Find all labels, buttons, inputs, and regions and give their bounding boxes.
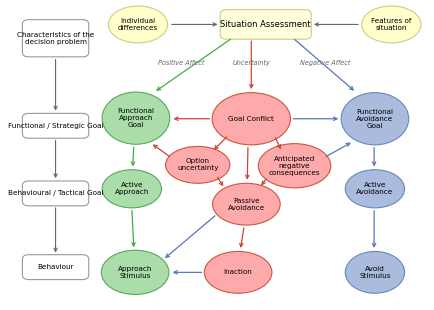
Text: Negative Affect: Negative Affect [300, 60, 351, 66]
Text: Individual
differences: Individual differences [118, 18, 158, 31]
Ellipse shape [102, 92, 170, 144]
Ellipse shape [101, 250, 169, 294]
Ellipse shape [102, 170, 161, 208]
Ellipse shape [204, 251, 272, 293]
Text: Behavioural / Tactical Goal: Behavioural / Tactical Goal [8, 190, 103, 197]
Ellipse shape [213, 183, 280, 225]
Ellipse shape [212, 93, 290, 145]
Text: Positive Affect: Positive Affect [158, 60, 204, 66]
Text: Anticipated
negative
consequences: Anticipated negative consequences [269, 156, 320, 176]
Ellipse shape [341, 93, 409, 145]
Ellipse shape [345, 251, 404, 293]
Text: Uncertainty: Uncertainty [232, 60, 270, 66]
Text: Behaviour: Behaviour [37, 264, 74, 270]
Ellipse shape [166, 146, 230, 183]
Text: Passive
Avoidance: Passive Avoidance [228, 198, 265, 211]
Text: Option
uncertainty: Option uncertainty [177, 158, 218, 171]
FancyBboxPatch shape [23, 181, 89, 206]
Text: Functional / Strategic Goal: Functional / Strategic Goal [8, 123, 103, 129]
Text: Approach
Stimulus: Approach Stimulus [118, 266, 152, 279]
Text: Functional
Approach
Goal: Functional Approach Goal [118, 108, 155, 128]
Text: Situation Assessment: Situation Assessment [220, 20, 311, 29]
Ellipse shape [258, 144, 331, 188]
Ellipse shape [362, 6, 421, 43]
Ellipse shape [108, 6, 168, 43]
Text: Features of
situation: Features of situation [371, 18, 411, 31]
Text: Avoid
Stimulus: Avoid Stimulus [359, 266, 391, 279]
Text: Active
Approach: Active Approach [115, 182, 149, 195]
Text: Functional
Avoidance
Goal: Functional Avoidance Goal [356, 109, 394, 129]
Text: Goal Conflict: Goal Conflict [228, 116, 274, 122]
Ellipse shape [345, 170, 404, 208]
FancyBboxPatch shape [220, 10, 311, 39]
FancyBboxPatch shape [23, 20, 89, 57]
Text: Active
Avoidance: Active Avoidance [356, 182, 394, 195]
Text: Inaction: Inaction [224, 269, 253, 275]
FancyBboxPatch shape [23, 113, 89, 138]
FancyBboxPatch shape [23, 255, 89, 280]
Text: Characteristics of the
decision problem: Characteristics of the decision problem [17, 32, 94, 45]
